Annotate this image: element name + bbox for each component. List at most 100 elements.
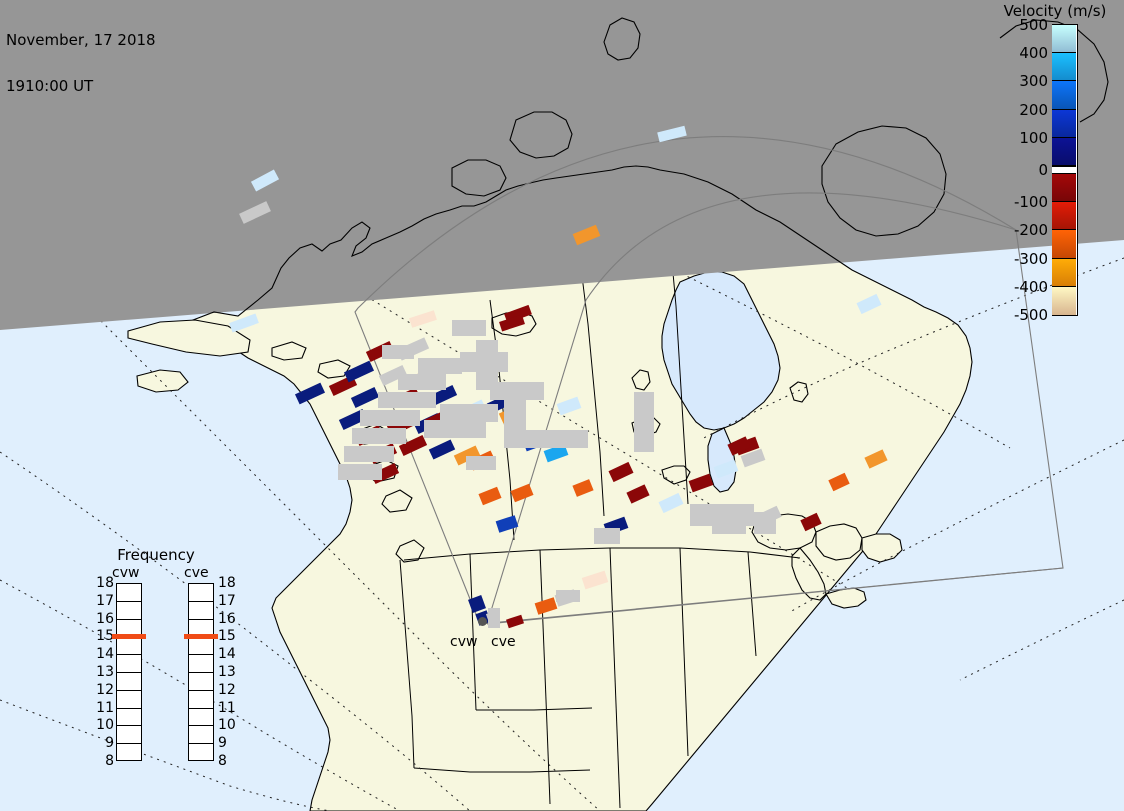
velocity-colorbar-segment-6: [1052, 202, 1076, 231]
velocity-colorbar-zero-gap: [1052, 166, 1076, 174]
velocity-tick-400: 400: [1019, 44, 1048, 63]
velocity-cell: [572, 479, 594, 497]
frequency-tick-cve-8: 8: [218, 753, 227, 769]
frequency-tick-cvw-13: 13: [96, 664, 114, 680]
frequency-column-label-cvw: cvw: [112, 565, 140, 581]
velocity-cell: [239, 201, 271, 224]
frequency-cell-cvw-9: [117, 744, 141, 762]
velocity-cell: [250, 169, 280, 192]
velocity-cell: [713, 459, 739, 479]
velocity-cell: [856, 293, 882, 315]
frequency-cell-cvw-5: [117, 673, 141, 691]
frequency-marker-cve: [184, 634, 218, 640]
velocity-tick-500: 500: [1019, 16, 1048, 34]
velocity-cell: [398, 435, 428, 456]
graticule: [0, 257, 1124, 811]
frequency-bar-cvw: [116, 583, 142, 761]
velocity-cell: [727, 436, 751, 456]
ground-scatter-cells: [338, 320, 776, 628]
velocity-cell: [350, 387, 380, 408]
velocity-cell: [828, 472, 850, 492]
velocity-cell: [510, 483, 534, 503]
frequency-tick-cve-11: 11: [218, 699, 236, 716]
frequency-cell-cvw-1: [117, 602, 141, 620]
hudson-bay: [661, 271, 781, 431]
frequency-tick-cvw-11: 11: [96, 699, 114, 716]
frequency-tick-cvw-16: 16: [96, 610, 114, 627]
frequency-cell-cve-3: [189, 637, 213, 656]
frequency-tick-cvw-10: 10: [96, 717, 114, 734]
frequency-tick-cvw-12: 12: [96, 681, 114, 698]
velocity-legend-title: Velocity (m/s): [1003, 2, 1107, 20]
frequency-tick-cvw-9: 9: [105, 735, 114, 752]
velocity-colorbar-segment-8: [1052, 258, 1076, 287]
velocity-cell: [657, 125, 687, 143]
velocity-legend: Velocity (m/s) 500 400 300 200 100 0 -100 -200 -…: [988, 2, 1124, 332]
velocity-cell: [543, 443, 569, 463]
frequency-cell-cvw-8: [117, 726, 141, 745]
velocity-cell: [453, 445, 481, 466]
velocity-tick-neg500: -500: [1013, 306, 1048, 324]
frequency-tick-cve-15: 15: [218, 628, 236, 645]
velocity-cell: [658, 492, 684, 514]
velocity-cell: [556, 396, 582, 416]
velocity-cell: [499, 314, 525, 332]
velocity-tick-300: 300: [1019, 72, 1048, 91]
frequency-legend: Frequency cvw cve 18 17 16 15 14 13 12 11 10 9 8 1…: [88, 546, 268, 796]
frequency-bar-cve: [188, 583, 214, 761]
timestamp-date: November, 17 2018: [6, 31, 156, 49]
velocity-colorbar-segment-5: [1052, 174, 1076, 203]
velocity-cell: [608, 461, 634, 483]
velocity-colorbar-segment-9: [1052, 286, 1076, 315]
frequency-tick-cve-9: 9: [218, 735, 227, 752]
frequency-tick-cvw-18: 18: [96, 575, 114, 591]
velocity-tick-neg300: -300: [1013, 249, 1048, 268]
velocity-cell: [495, 515, 519, 533]
frequency-tick-cvw-8: 8: [105, 753, 114, 769]
frequency-tick-cve-12: 12: [218, 681, 236, 698]
alaska-coast-detail: [127, 319, 251, 393]
great-lakes: [751, 513, 903, 609]
velocity-tick-neg100: -100: [1013, 193, 1048, 212]
frequency-tick-cve-18: 18: [218, 575, 236, 591]
velocity-cell: [581, 570, 609, 590]
velocity-tick-neg400: -400: [1013, 277, 1048, 296]
velocity-tick-neg200: -200: [1013, 221, 1048, 240]
frequency-cell-cvw-7: [117, 709, 141, 727]
frequency-cell-cve-7: [189, 709, 213, 727]
frequency-cell-cvw-0: [117, 584, 141, 602]
frequency-tick-cvw-17: 17: [96, 592, 114, 609]
james-bay: [707, 427, 737, 493]
velocity-cell: [740, 448, 766, 468]
frequency-cell-cve-5: [189, 673, 213, 691]
frequency-marker-cvw: [112, 634, 146, 640]
velocity-tick-100: 100: [1019, 128, 1048, 147]
frequency-tick-cve-13: 13: [218, 664, 236, 680]
velocity-colorbar-segment-7: [1052, 230, 1076, 259]
frequency-cell-cve-0: [189, 584, 213, 602]
velocity-tick-0: 0: [1038, 161, 1048, 179]
frequency-cell-cve-8: [189, 726, 213, 745]
velocity-cell: [468, 595, 486, 613]
frequency-cell-cvw-3: [117, 637, 141, 656]
frequency-tick-cve-17: 17: [218, 592, 236, 609]
velocity-colorbar-segment-3: [1052, 109, 1076, 138]
frequency-legend-title: Frequency: [117, 546, 195, 564]
frequency-cell-cvw-4: [117, 655, 141, 673]
velocity-tick-200: 200: [1019, 100, 1048, 119]
velocity-cell: [534, 597, 558, 615]
velocity-cell: [428, 439, 456, 460]
frequency-cell-cvw-6: [117, 691, 141, 709]
station-label-cvw: cvw: [450, 634, 478, 650]
terminator-shading: [0, 0, 1124, 330]
velocity-cell: [229, 313, 259, 333]
velocity-cell: [572, 224, 601, 246]
velocity-cell: [378, 365, 408, 386]
station-marker-dot: [478, 617, 487, 626]
velocity-cell: [864, 449, 888, 469]
station-label-cve: cve: [491, 634, 516, 650]
velocity-colorbar-segment-0: [1052, 25, 1076, 54]
